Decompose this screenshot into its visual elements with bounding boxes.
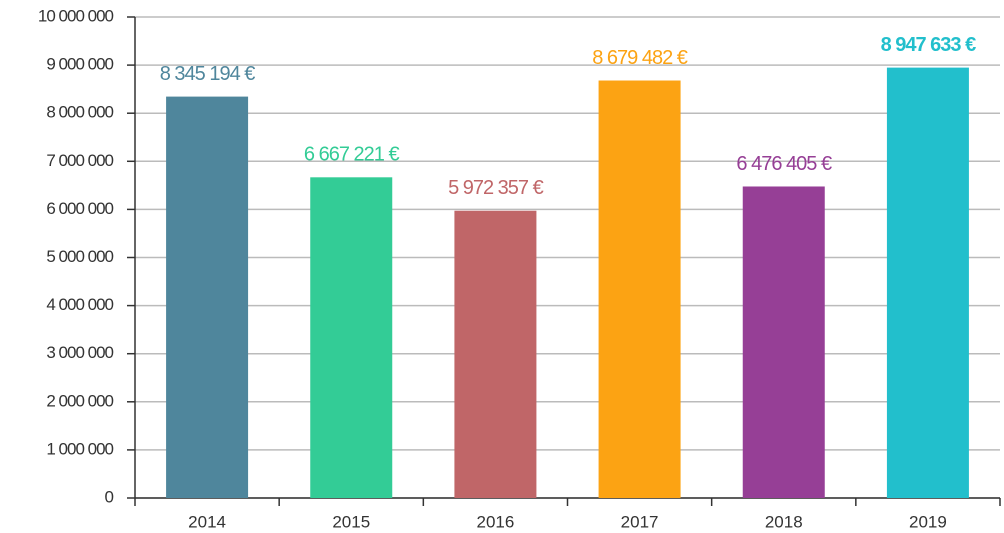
bar xyxy=(742,186,825,498)
value-label: 5 972 357 € xyxy=(448,177,544,199)
x-tick-label: 2014 xyxy=(188,512,226,531)
bar xyxy=(886,67,969,499)
bar xyxy=(310,177,393,498)
y-tick-label: 3 000 000 xyxy=(46,343,113,362)
x-tick-label: 2018 xyxy=(765,512,803,531)
y-tick-label: 9 000 000 xyxy=(46,55,113,74)
x-tick-label: 2015 xyxy=(332,512,370,531)
bar xyxy=(166,96,249,499)
y-tick-label: 6 000 000 xyxy=(46,199,113,218)
value-label: 6 476 405 € xyxy=(736,153,832,175)
x-tick-label: 2016 xyxy=(477,512,515,531)
value-label: 8 679 482 € xyxy=(592,47,688,69)
value-label: 8 345 194 € xyxy=(160,63,256,85)
y-tick-label: 7 000 000 xyxy=(46,151,113,170)
value-label: 8 947 633 € xyxy=(881,34,977,56)
x-tick-label: 2019 xyxy=(909,512,947,531)
y-tick-label: 0 xyxy=(105,487,114,506)
y-tick-label: 4 000 000 xyxy=(46,295,113,314)
y-tick-label: 2 000 000 xyxy=(46,391,113,410)
bar xyxy=(454,210,537,499)
y-tick-label: 5 000 000 xyxy=(46,247,113,266)
x-tick-label: 2017 xyxy=(621,512,659,531)
value-label: 6 667 221 € xyxy=(304,144,400,166)
y-tick-label: 1 000 000 xyxy=(46,439,113,458)
bar xyxy=(598,80,681,499)
y-tick-label: 10 000 000 xyxy=(38,6,114,25)
y-tick-label: 8 000 000 xyxy=(46,103,113,122)
